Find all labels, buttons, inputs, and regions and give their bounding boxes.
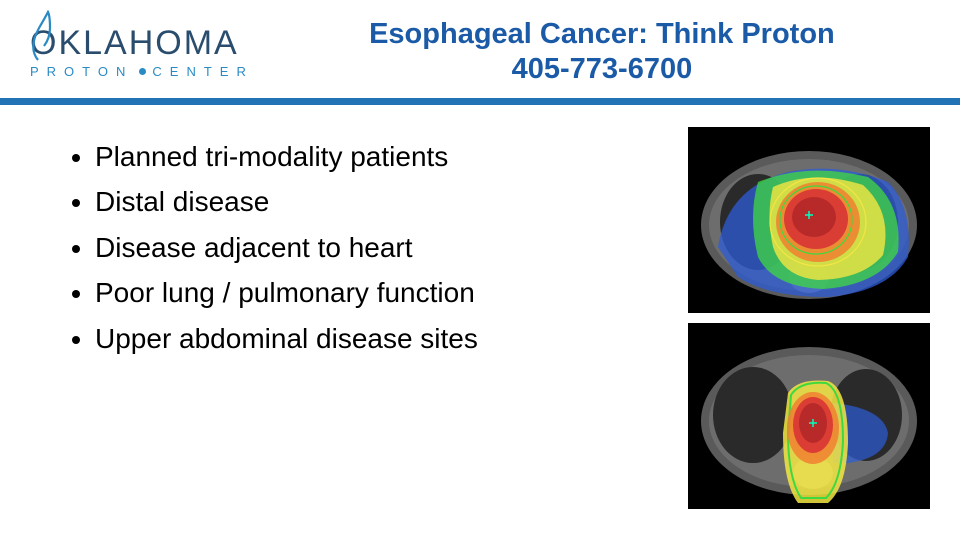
list-item: Disease adjacent to heart [95,226,688,269]
header: OKLAHOMA PROTON CENTER Esophageal Cancer:… [0,0,960,98]
header-right: Esophageal Cancer: Think Proton 405-773-… [274,18,930,86]
ct-scan-top [688,127,930,313]
logo: OKLAHOMA PROTON CENTER [30,26,254,79]
logo-subtitle: PROTON CENTER [30,64,254,79]
list-item: Distal disease [95,180,688,223]
divider [0,98,960,105]
content: Planned tri-modality patients Distal dis… [0,105,960,509]
phone-number: 405-773-6700 [274,53,930,86]
logo-sub-left: PROTON [30,64,133,79]
logo-swoosh-icon [24,10,74,66]
logo-dot-icon [139,68,146,75]
ct-scan-bottom [688,323,930,509]
list-item: Planned tri-modality patients [95,135,688,178]
list-item: Poor lung / pulmonary function [95,271,688,314]
page-title: Esophageal Cancer: Think Proton [274,18,930,51]
logo-main: OKLAHOMA [30,26,254,60]
logo-sub-right: CENTER [152,64,253,79]
bullet-list: Planned tri-modality patients Distal dis… [30,127,688,509]
scan-images [688,127,930,509]
list-item: Upper abdominal disease sites [95,317,688,360]
